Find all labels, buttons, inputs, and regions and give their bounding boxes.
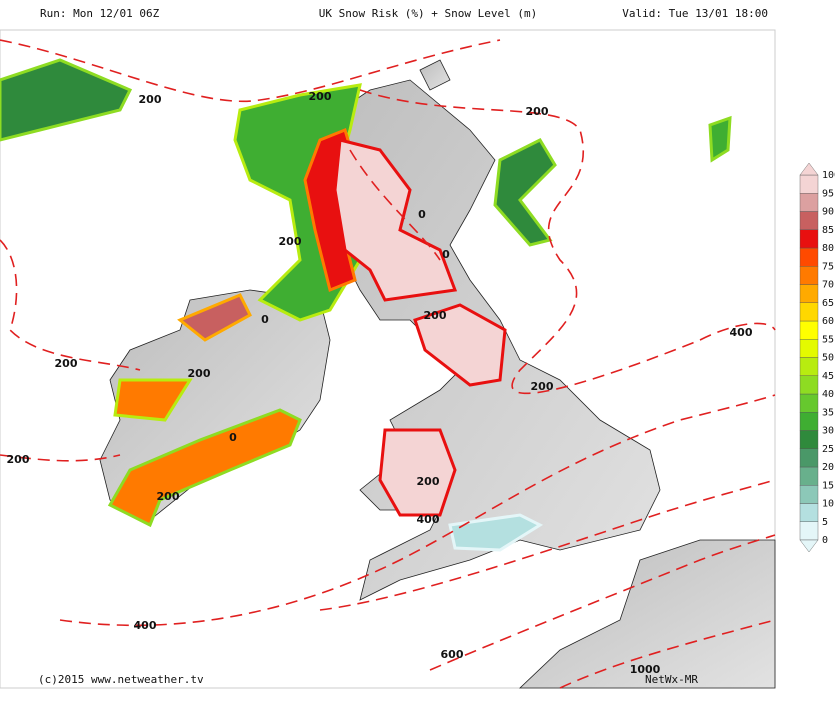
- contour-label: 200: [526, 105, 549, 118]
- valid-label: Valid: Tue 13/01 18:00: [622, 7, 768, 20]
- colorbar-segment: [799, 302, 819, 322]
- colorbar-tick-label: 15: [822, 480, 834, 491]
- contour-label: 1000: [630, 663, 661, 676]
- colorbar-cap: [799, 162, 819, 176]
- colorbar-segment: [799, 247, 819, 267]
- colorbar-tick-label: 65: [822, 298, 834, 309]
- colorbar-tick-label: 5: [822, 517, 828, 528]
- contour-label: 200: [139, 93, 162, 106]
- colorbar-segment: [799, 193, 819, 212]
- colorbar-segment: [799, 466, 819, 486]
- colorbar: 0 5 10 15 20 25 30 35 40 45 50 55 60 65 70 75 80 85 90 95 10…: [799, 162, 835, 553]
- contour-label: 600: [441, 648, 464, 661]
- colorbar-segment: [799, 485, 819, 504]
- model-name: NetWx-MR: [645, 673, 698, 686]
- colorbar-segment: [799, 229, 819, 249]
- colorbar-segment: [799, 339, 819, 358]
- contour-label: 200: [424, 309, 447, 322]
- colorbar-segment: [799, 211, 819, 230]
- colorbar-tick-label: 35: [822, 407, 834, 418]
- snow-risk-areas: [0, 58, 732, 552]
- contour-label: 200: [157, 490, 180, 503]
- colorbar-segment: [799, 412, 819, 431]
- contour-label: 0: [418, 208, 426, 221]
- colorbar-tick-label: 20: [822, 462, 834, 473]
- colorbar-tick-label: 55: [822, 334, 834, 345]
- colorbar-segment: [799, 393, 819, 413]
- colorbar-tick-label: 0: [822, 535, 828, 546]
- colorbar-tick-label: 75: [822, 261, 834, 272]
- colorbar-segment: [799, 448, 819, 468]
- colorbar-tick-label: 80: [822, 243, 834, 254]
- colorbar-segment: [799, 320, 819, 340]
- contour-label: 200: [279, 235, 302, 248]
- colorbar-segment: [799, 357, 819, 376]
- colorbar-tick-label: 60: [822, 316, 834, 327]
- colorbar-tick-label: 90: [822, 207, 834, 218]
- colorbar-tick-label: 40: [822, 389, 834, 400]
- colorbar-segment: [799, 375, 819, 395]
- contour-label: 200: [188, 367, 211, 380]
- run-label: Run: Mon 12/01 06Z: [40, 7, 160, 20]
- contour-label: 0: [261, 313, 269, 326]
- colorbar-segment: [799, 503, 819, 522]
- contour-label: 400: [417, 513, 440, 526]
- snow-level-contours: [0, 39, 776, 689]
- contour-label: 200: [531, 380, 554, 393]
- map-title: UK Snow Risk (%) + Snow Level (m): [319, 7, 538, 20]
- copyright: (c)2015 www.netweather.tv: [38, 673, 204, 686]
- colorbar-segment: [799, 284, 819, 303]
- contour-label: 200: [417, 475, 440, 488]
- colorbar-tick-label: 25: [822, 444, 834, 455]
- colorbar-tick-label: 100: [822, 170, 835, 181]
- colorbar-tick-label: 10: [822, 499, 834, 510]
- colorbar-tick-label: 85: [822, 225, 834, 236]
- contour-label: 200: [55, 357, 78, 370]
- colorbar-segment: [799, 521, 819, 541]
- colorbar-segment: [799, 266, 819, 285]
- contour-label: 200: [309, 90, 332, 103]
- colorbar-tick-label: 50: [822, 353, 834, 364]
- contour-label: 0: [442, 248, 450, 261]
- colorbar-cap: [799, 539, 819, 553]
- colorbar-tick-label: 30: [822, 426, 834, 437]
- contour-label: 0: [229, 431, 237, 444]
- colorbar-segment: [799, 174, 819, 194]
- colorbar-segment: [799, 430, 819, 449]
- colorbar-tick-label: 45: [822, 371, 834, 382]
- colorbar-tick-label: 70: [822, 280, 834, 291]
- contour-label: 400: [134, 619, 157, 632]
- contour-label: 200: [7, 453, 30, 466]
- contour-label: 400: [730, 326, 753, 339]
- colorbar-tick-label: 95: [822, 188, 834, 199]
- contour-labels: 200 200 200 0 0 200 200 0 400 200 200 200 0 200 200 200…: [7, 90, 753, 676]
